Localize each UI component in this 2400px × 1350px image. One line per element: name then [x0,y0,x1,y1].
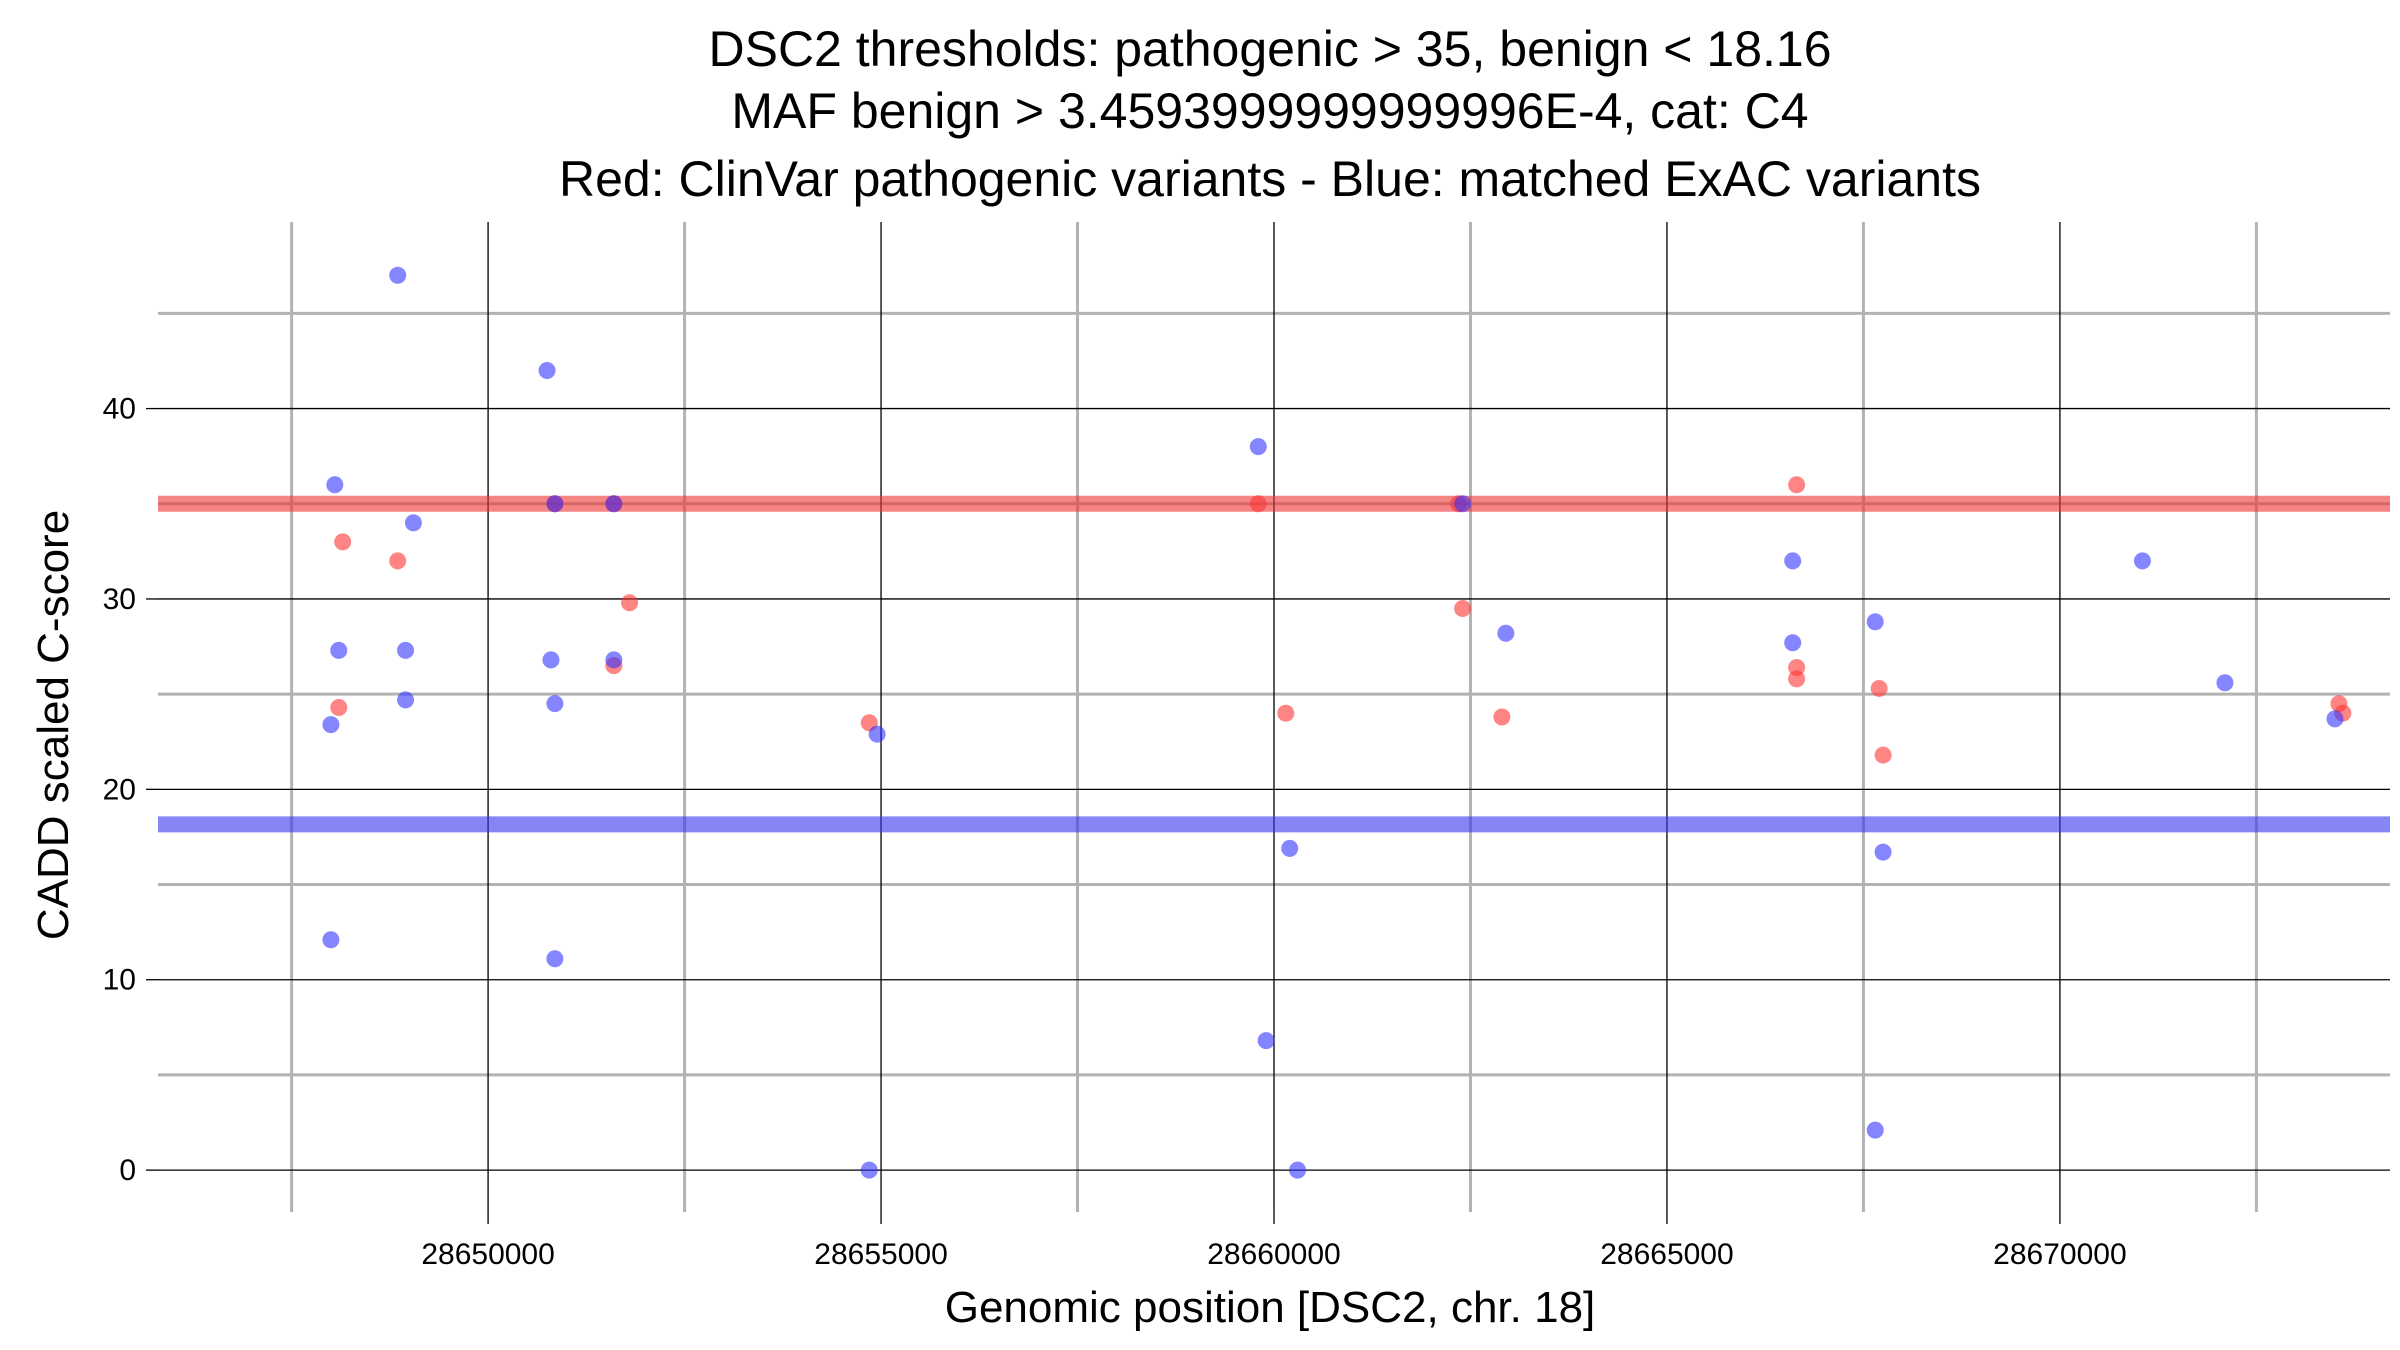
benign-point-3 [404,514,422,532]
y-tick-label-2: 20 [103,773,136,806]
chart-title: DSC2 thresholds: pathogenic > 35, benign… [559,21,1981,207]
benign-point-15 [860,1161,878,1179]
x-axis-label: Genomic position [DSC2, chr. 18] [945,1283,1596,1332]
benign-point-19 [1281,839,1299,857]
x-axis-ticks: 28650000 28655000 28660000 28665000 28670000 [421,1212,2127,1271]
benign-point-7 [322,716,340,734]
pathogenic-point-10 [1454,599,1472,617]
benign-point-4 [330,641,348,659]
benign-point-12 [546,695,564,713]
pathogenic-point-8 [1249,495,1267,513]
pathogenic-point-12 [1493,708,1511,726]
pathogenic-point-6 [621,594,639,612]
benign-point-18 [1257,1032,1275,1050]
benign-point-1 [538,362,556,379]
y-axis-label: CADD scaled C-score [29,510,78,940]
x-tick-label-4: 28670000 [1993,1238,2126,1271]
benign-point-30 [2326,710,2344,728]
benign-series [322,266,2344,1179]
benign-point-9 [546,495,564,513]
threshold-lines [158,495,2390,833]
benign-point-22 [1497,624,1515,642]
x-tick-label-2: 28660000 [1207,1238,1340,1271]
y-axis-ticks: 0 10 20 30 40 [103,393,158,1187]
pathogenic-point-1 [389,552,407,570]
grid [158,222,2390,1212]
benign-point-17 [1249,438,1267,456]
benign-point-20 [1289,1161,1307,1179]
benign-point-5 [397,641,415,659]
pathogenic-point-17 [1874,746,1892,764]
y-tick-label-4: 40 [103,393,136,426]
y-tick-label-3: 30 [103,583,136,616]
pathogenic-point-16 [1870,679,1888,697]
benign-point-0 [389,266,407,284]
benign-point-24 [1784,634,1802,652]
x-tick-label-3: 28665000 [1600,1238,1733,1271]
pathogenic-point-0 [334,533,352,551]
benign-point-28 [2133,552,2151,570]
x-tick-label-1: 28655000 [814,1238,947,1271]
benign-point-14 [605,651,623,669]
benign-point-2 [326,476,344,494]
benign-point-6 [397,691,415,709]
y-tick-label-1: 10 [103,964,136,997]
x-tick-label-0: 28650000 [421,1238,554,1271]
title-line-1: DSC2 thresholds: pathogenic > 35, benign… [708,21,1831,77]
title-line-3: Red: ClinVar pathogenic variants - Blue:… [559,151,1981,207]
title-line-2: MAF benign > 3.4593999999999996E-4, cat:… [731,83,1808,139]
pathogenic-point-15 [1788,670,1806,688]
benign-point-8 [322,931,340,949]
benign-point-10 [605,495,623,513]
pathogenic-point-9 [1277,704,1295,722]
benign-point-27 [1866,1121,1884,1139]
benign-point-13 [546,950,564,968]
pathogenic-point-2 [330,698,348,716]
pathogenic-point-13 [1788,476,1806,494]
benign-point-25 [1866,613,1884,631]
benign-point-26 [1874,843,1892,861]
benign-point-23 [1784,552,1802,570]
benign-point-11 [542,651,560,669]
benign-point-16 [868,725,886,743]
benign-point-29 [2216,674,2234,692]
pathogenic-series [330,476,2352,764]
data-points [322,266,2352,1179]
benign-point-21 [1454,495,1472,513]
y-tick-label-0: 0 [119,1154,136,1187]
